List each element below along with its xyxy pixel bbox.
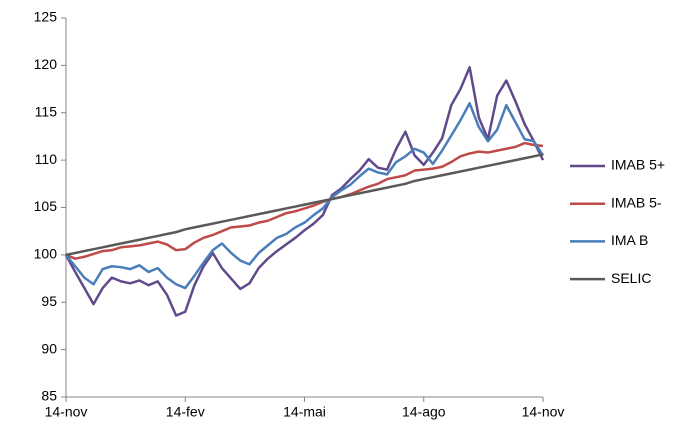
- legend-label: IMA B: [611, 232, 648, 248]
- series-line: [64, 66, 545, 317]
- x-tick-label: 14-mai: [283, 404, 326, 420]
- y-tick-label: 115: [35, 103, 58, 119]
- legend-label: IMAB 5+: [611, 157, 665, 173]
- y-tick-label: 100: [34, 246, 58, 262]
- y-tick-label: 110: [35, 151, 58, 167]
- x-tick-label: 14-fev: [166, 404, 205, 420]
- y-tick-label: 90: [41, 340, 57, 356]
- y-tick-label: 85: [41, 388, 57, 404]
- y-tick-label: 125: [34, 9, 58, 25]
- legend-label: SELIC: [611, 270, 651, 286]
- series-line: [65, 153, 544, 257]
- y-tick-label: 95: [41, 293, 57, 309]
- x-tick-label: 14-ago: [402, 404, 446, 420]
- series-line: [65, 102, 545, 290]
- legend-label: IMAB 5-: [611, 194, 662, 210]
- y-tick-label: 105: [34, 198, 58, 214]
- x-tick-label: 14-nov: [522, 404, 565, 420]
- x-tick-label: 14-nov: [45, 404, 88, 420]
- y-tick-label: 120: [34, 56, 58, 72]
- series-line: [65, 141, 544, 260]
